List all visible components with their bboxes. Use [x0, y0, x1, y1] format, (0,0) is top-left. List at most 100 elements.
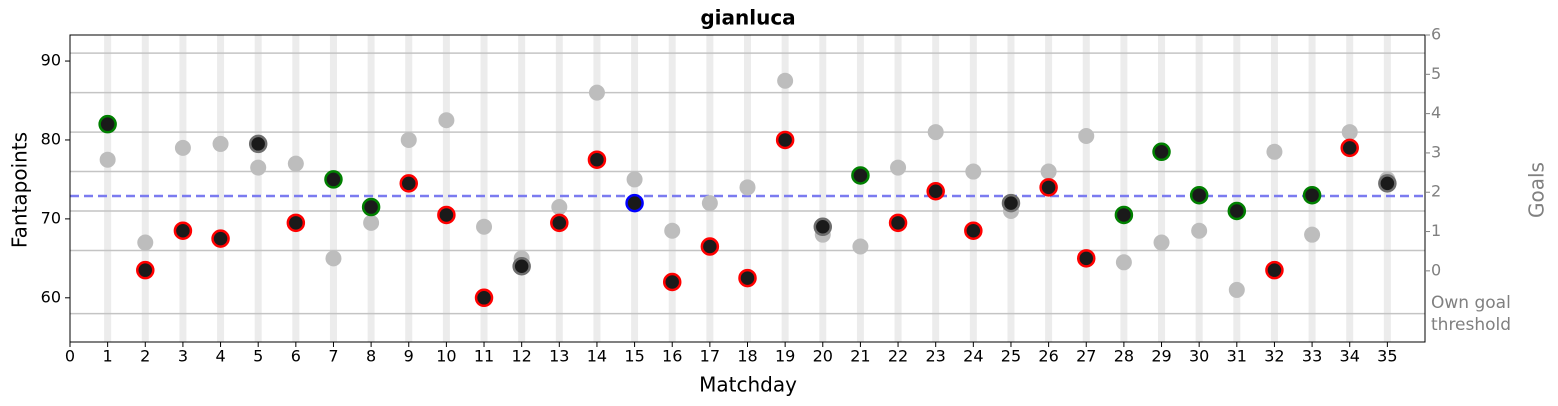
- point: [325, 250, 342, 267]
- point: [739, 179, 756, 196]
- point: [625, 193, 644, 213]
- x-tick-label: 27: [1076, 347, 1096, 366]
- point: [1341, 124, 1358, 141]
- point: [738, 268, 757, 288]
- matchday-band: [1233, 35, 1241, 342]
- y2-tick-label: 4: [1431, 103, 1441, 122]
- point: [851, 166, 870, 185]
- point: [587, 150, 607, 169]
- point: [1115, 254, 1132, 271]
- matchday-band: [593, 35, 601, 342]
- y-axis-label: Fantapoints: [8, 132, 32, 248]
- point: [400, 131, 417, 148]
- x-tick-label: 24: [963, 347, 983, 366]
- point: [286, 213, 306, 233]
- x-tick-label: 35: [1377, 347, 1397, 366]
- y-tick-label: 60: [41, 287, 61, 306]
- x-tick-label: 5: [253, 347, 263, 366]
- x-axis-label: Matchday: [699, 373, 797, 397]
- matchday-band: [1007, 35, 1015, 342]
- matchday-band: [104, 35, 112, 342]
- point: [965, 163, 982, 180]
- x-tick-label: 3: [178, 347, 188, 366]
- point: [1228, 281, 1245, 298]
- x-tick-label: 26: [1038, 347, 1058, 366]
- point: [324, 170, 343, 189]
- point: [550, 213, 569, 233]
- point: [173, 221, 193, 240]
- point: [588, 84, 605, 101]
- point: [1227, 201, 1247, 221]
- x-tick-label: 16: [662, 347, 682, 366]
- matchday-band: [254, 35, 262, 342]
- matchday-band: [668, 35, 676, 342]
- x-tick-label: 19: [775, 347, 795, 366]
- point: [664, 222, 681, 239]
- point: [1001, 193, 1021, 213]
- point: [662, 272, 682, 292]
- matchday-band: [969, 35, 977, 342]
- point: [512, 256, 531, 276]
- y2-tick-label: 0: [1431, 260, 1441, 279]
- x-tick-label: 14: [587, 347, 607, 366]
- point: [1114, 205, 1134, 225]
- x-tick-label: 28: [1114, 347, 1134, 366]
- point: [1302, 185, 1322, 205]
- x-tick-label: 13: [549, 347, 569, 366]
- annotation: Own goal: [1431, 293, 1511, 313]
- matchday-band: [631, 35, 639, 342]
- x-tick-label: 4: [215, 347, 225, 366]
- matchday-band: [819, 35, 827, 342]
- matchday-band: [292, 35, 300, 342]
- matchday-band: [442, 35, 450, 342]
- point: [399, 174, 418, 193]
- x-tick-label: 20: [813, 347, 833, 366]
- matchday-band: [179, 35, 187, 342]
- point: [361, 197, 381, 217]
- point: [99, 151, 116, 168]
- matchday-band: [518, 35, 526, 342]
- matchday-band: [1082, 35, 1090, 342]
- point: [1266, 143, 1283, 160]
- x-tick-label: 1: [103, 347, 113, 366]
- point: [438, 112, 455, 129]
- matchday-band: [217, 35, 225, 342]
- y2-tick-label: 1: [1431, 221, 1441, 240]
- x-tick-label: 7: [328, 347, 338, 366]
- point: [98, 114, 117, 134]
- y2-tick-label: 2: [1431, 182, 1441, 201]
- point: [1039, 178, 1058, 197]
- point: [1378, 174, 1397, 193]
- y2-axis-label: Goals: [1525, 162, 1549, 218]
- matchday-band: [1158, 35, 1166, 342]
- x-tick-label: 29: [1151, 347, 1171, 366]
- matchday-band: [555, 35, 563, 342]
- point: [1078, 128, 1095, 145]
- matchday-band: [781, 35, 789, 342]
- point: [964, 221, 983, 240]
- chart-title: gianluca: [700, 6, 795, 30]
- x-tick-label: 8: [366, 347, 376, 366]
- point: [1340, 138, 1359, 158]
- x-tick-label: 30: [1189, 347, 1209, 366]
- matchday-band: [1270, 35, 1278, 342]
- point: [926, 182, 945, 201]
- x-tick-label: 22: [888, 347, 908, 366]
- y2-tick-label: 6: [1431, 25, 1441, 44]
- x-tick-label: 10: [436, 347, 456, 366]
- x-tick-label: 9: [404, 347, 414, 366]
- point: [1040, 163, 1057, 180]
- point: [250, 159, 267, 176]
- matchday-band: [141, 35, 149, 342]
- point: [1153, 234, 1170, 251]
- x-tick-label: 11: [474, 347, 494, 366]
- x-tick-label: 18: [737, 347, 757, 366]
- x-tick-label: 2: [140, 347, 150, 366]
- x-tick-label: 34: [1340, 347, 1360, 366]
- point: [212, 135, 229, 152]
- x-tick-label: 6: [291, 347, 301, 366]
- x-tick-label: 32: [1264, 347, 1284, 366]
- point: [813, 217, 833, 237]
- y-tick-label: 80: [41, 129, 61, 148]
